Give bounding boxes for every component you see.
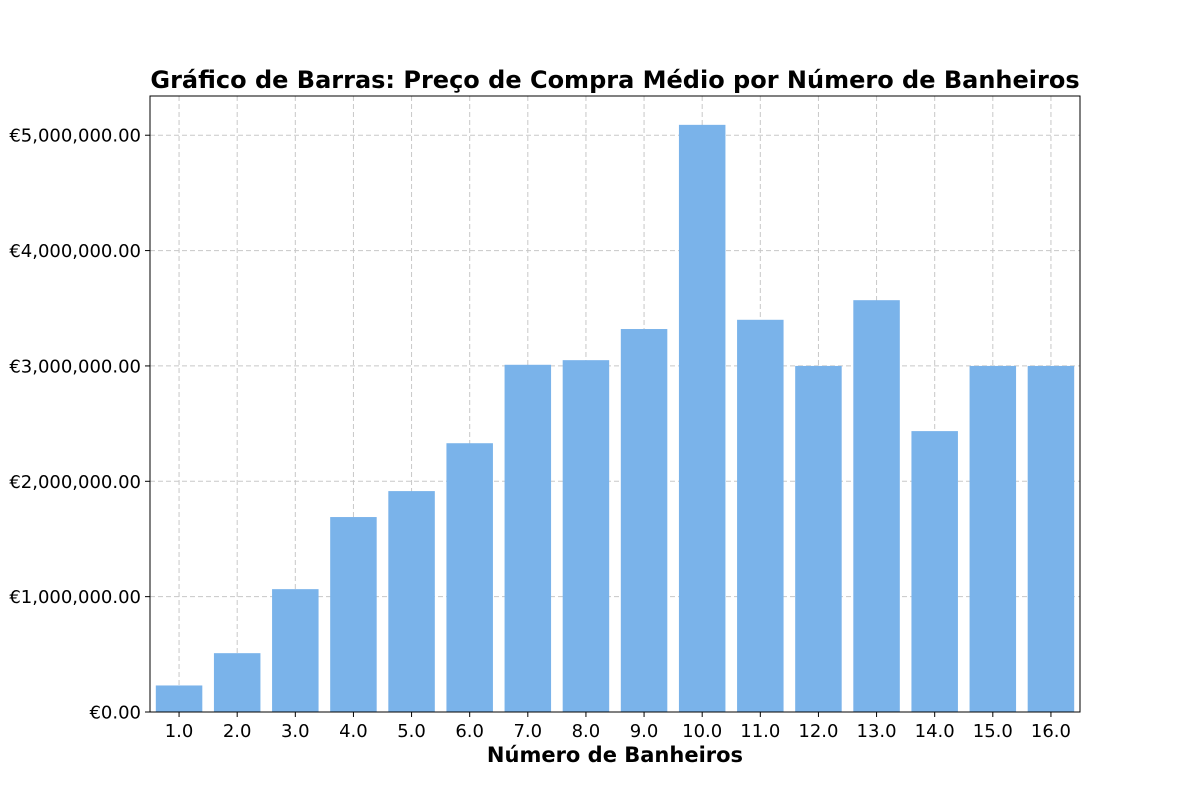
bar-4.0 <box>330 517 377 712</box>
bar-3.0 <box>272 589 319 712</box>
x-tick-label: 9.0 <box>630 721 659 742</box>
bar-6.0 <box>446 443 493 712</box>
bar-7.0 <box>504 364 552 712</box>
y-tick-label: €1,000,000.00 <box>9 587 141 608</box>
y-tick-label: €3,000,000.00 <box>9 356 141 377</box>
x-tick-label: 1.0 <box>165 721 194 742</box>
bar-13.0 <box>853 300 900 712</box>
x-axis-label: Número de Banheiros <box>487 743 743 767</box>
bar-16.0 <box>1027 365 1075 712</box>
bar-2.0 <box>213 653 261 712</box>
bar-5.0 <box>388 491 435 712</box>
axes-frame <box>149 95 1081 713</box>
bar-14.0 <box>911 431 958 712</box>
bar-15.0 <box>969 365 1017 712</box>
x-tick-label: 16.0 <box>1031 721 1071 742</box>
x-tick-label: 8.0 <box>572 721 601 742</box>
bar-12.0 <box>795 365 842 712</box>
x-tick-label: 6.0 <box>455 721 484 742</box>
x-tick-label: 13.0 <box>857 721 897 742</box>
y-tick-label: €0.00 <box>89 703 141 724</box>
x-tick-label: 10.0 <box>682 721 722 742</box>
bar-11.0 <box>737 319 784 712</box>
x-tick-label: 14.0 <box>915 721 955 742</box>
bar-1.0 <box>155 685 203 712</box>
bar-9.0 <box>620 329 668 712</box>
x-tick-label: 2.0 <box>223 721 252 742</box>
x-tick-label: 7.0 <box>513 721 542 742</box>
x-tick-label: 15.0 <box>973 721 1013 742</box>
y-axis: €0.00 €1,000,000.00 €2,000,000.00 €3,000,00… <box>9 126 150 724</box>
bar-8.0 <box>562 360 610 712</box>
y-tick-label: €2,000,000.00 <box>9 472 141 493</box>
bar-10.0 <box>678 124 726 713</box>
x-tick-label: 3.0 <box>281 721 310 742</box>
x-tick-label: 5.0 <box>397 721 426 742</box>
y-tick-label: €5,000,000.00 <box>9 126 141 147</box>
x-tick-label: 4.0 <box>339 721 368 742</box>
x-tick-label: 12.0 <box>798 721 838 742</box>
x-axis: 1.0 2.0 3.0 4.0 5.0 6.0 7.0 8.0 9.0 10.0 11.0 12.0 1… <box>165 712 1071 742</box>
chart-title: Gráfico de Barras: Preço de Compra Médio… <box>150 66 1079 94</box>
y-tick-label: €4,000,000.00 <box>9 241 141 262</box>
bars <box>155 124 1075 713</box>
x-tick-label: 11.0 <box>740 721 780 742</box>
